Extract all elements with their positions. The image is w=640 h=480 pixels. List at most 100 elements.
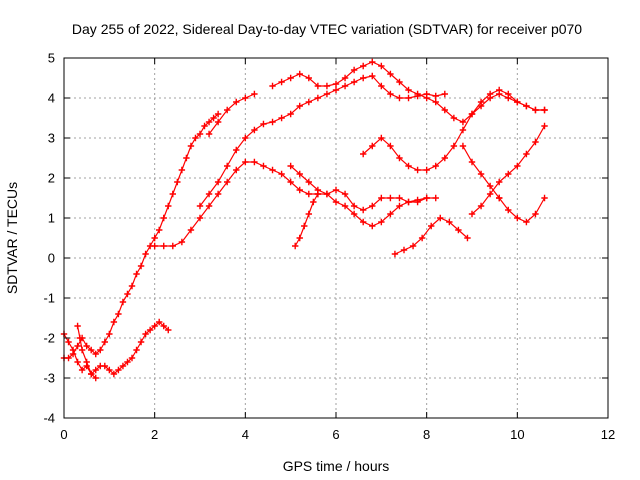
- data-point: [169, 190, 176, 198]
- data-point: [341, 74, 349, 82]
- data-point: [242, 158, 249, 166]
- data-point: [296, 102, 303, 110]
- y-tick-label: 2: [48, 171, 55, 186]
- data-point: [477, 98, 485, 106]
- data-point: [106, 330, 113, 338]
- data-point: [205, 118, 213, 126]
- data-point: [441, 154, 448, 162]
- data-point: [151, 242, 158, 250]
- data-point: [332, 80, 340, 88]
- data-point: [423, 94, 430, 102]
- data-point: [414, 166, 421, 174]
- y-axis-label: SDTVAR / TECUs: [4, 182, 20, 294]
- x-tick-label: 8: [423, 427, 430, 442]
- data-point: [396, 202, 403, 210]
- data-point: [350, 78, 358, 86]
- data-point: [196, 202, 204, 210]
- data-point: [174, 178, 181, 186]
- data-point: [541, 194, 548, 202]
- data-point: [369, 72, 376, 80]
- data-point: [76, 334, 84, 342]
- data-point: [409, 242, 417, 250]
- data-point: [78, 346, 86, 354]
- data-point: [387, 210, 394, 218]
- data-point: [523, 102, 530, 110]
- data-point: [505, 206, 512, 214]
- data-point: [88, 346, 95, 354]
- data-point: [287, 110, 294, 118]
- data-point: [305, 210, 312, 218]
- data-point: [156, 226, 163, 234]
- data-point: [124, 358, 131, 366]
- data-point: [278, 114, 285, 122]
- data-point: [269, 118, 276, 126]
- data-point: [496, 86, 503, 94]
- data-point: [83, 342, 90, 350]
- data-point: [378, 194, 385, 202]
- data-point: [92, 366, 99, 374]
- data-point: [477, 170, 485, 178]
- y-tick-label: -4: [43, 411, 55, 426]
- data-point: [314, 190, 322, 198]
- series-arc-3: [74, 322, 99, 382]
- data-point: [287, 178, 294, 186]
- data-point: [160, 242, 167, 250]
- data-point: [323, 90, 331, 98]
- data-point: [74, 358, 81, 366]
- data-point: [115, 366, 122, 374]
- y-tick-label: 5: [48, 51, 55, 66]
- x-axis-label: GPS time / hours: [283, 458, 390, 474]
- data-point: [83, 358, 90, 366]
- data-point: [514, 214, 521, 222]
- data-point: [396, 94, 403, 102]
- data-point: [455, 226, 462, 234]
- data-point: [414, 90, 421, 98]
- data-point: [92, 374, 99, 382]
- data-point: [165, 326, 172, 334]
- x-tick-label: 10: [510, 427, 524, 442]
- data-point: [505, 90, 512, 98]
- data-point: [224, 162, 231, 170]
- data-point: [450, 114, 458, 122]
- data-point: [523, 150, 530, 158]
- data-point: [387, 70, 394, 78]
- data-point: [441, 106, 448, 114]
- data-point: [341, 190, 349, 198]
- data-point: [314, 94, 322, 102]
- data-point: [287, 162, 294, 170]
- series-arc-4: [151, 158, 430, 250]
- data-point: [269, 82, 276, 90]
- data-point: [423, 166, 430, 174]
- data-point: [496, 194, 503, 202]
- data-point: [110, 318, 118, 326]
- data-point: [119, 362, 127, 370]
- data-point: [65, 354, 72, 362]
- data-point: [360, 150, 367, 158]
- data-point: [214, 190, 222, 198]
- data-point: [400, 246, 408, 254]
- data-point: [459, 142, 467, 150]
- data-point: [360, 218, 367, 226]
- data-point: [178, 166, 186, 174]
- data-point: [169, 242, 176, 250]
- data-point: [414, 196, 421, 204]
- data-point: [378, 82, 385, 90]
- data-point: [378, 62, 385, 70]
- data-point: [305, 74, 312, 82]
- data-point: [305, 190, 312, 198]
- data-point: [468, 110, 476, 118]
- data-point: [360, 62, 367, 70]
- data-point: [301, 222, 308, 230]
- data-point: [233, 146, 240, 154]
- data-point: [251, 90, 258, 98]
- data-point: [242, 94, 249, 102]
- data-point: [387, 90, 394, 98]
- y-tick-label: 0: [48, 251, 55, 266]
- data-point: [165, 202, 172, 210]
- data-point: [278, 78, 285, 86]
- data-point: [437, 214, 444, 222]
- data-point: [332, 186, 340, 194]
- data-point: [124, 290, 131, 298]
- x-tick-label: 2: [151, 427, 158, 442]
